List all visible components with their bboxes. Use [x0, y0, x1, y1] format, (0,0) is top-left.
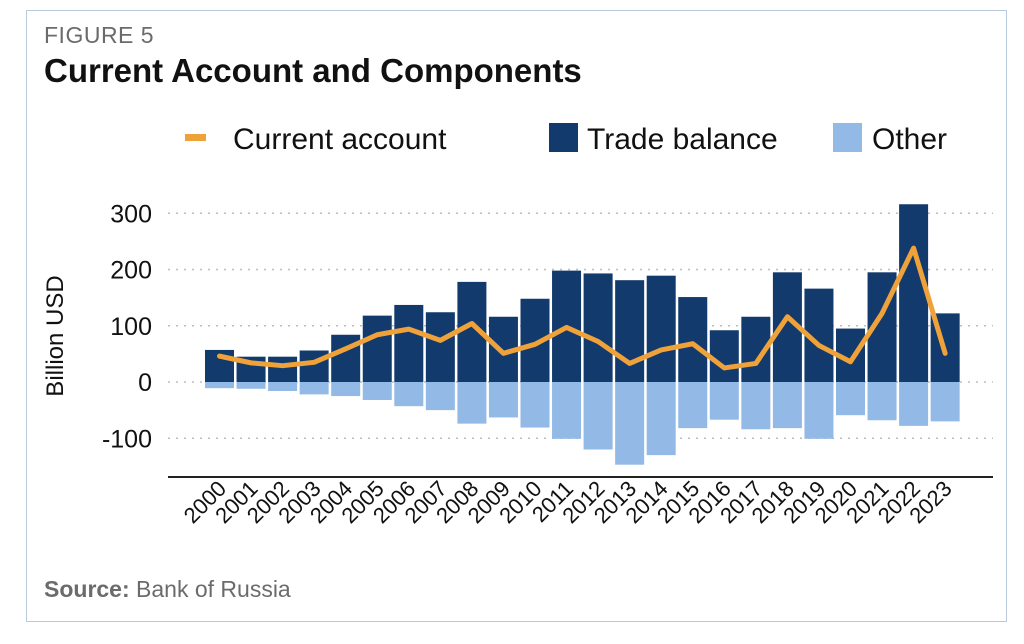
- bar-other: [804, 382, 834, 439]
- bar-other: [930, 382, 960, 422]
- legend-label-trade-balance: Trade balance: [587, 123, 778, 156]
- bar-other: [205, 382, 234, 389]
- y-tick-label: 300: [110, 200, 152, 228]
- bar-other: [425, 382, 455, 411]
- legend-label-current-account: Current account: [233, 123, 447, 156]
- legend-swatch-trade-balance: [549, 123, 578, 152]
- bar-other: [362, 382, 392, 400]
- bar-other: [646, 382, 676, 456]
- bar-other: [741, 382, 771, 430]
- bar-other: [331, 382, 361, 397]
- source-text: Bank of Russia: [136, 576, 291, 602]
- bar-trade-balance: [899, 204, 929, 382]
- bar-other: [457, 382, 487, 424]
- bar-trade-balance: [394, 304, 424, 382]
- bar-other: [899, 382, 929, 426]
- bars-other: [205, 382, 960, 465]
- figure-label: FIGURE 5: [44, 22, 155, 48]
- bar-other: [236, 382, 266, 389]
- y-tick-label: 200: [110, 257, 152, 285]
- source-prefix: Source:: [44, 576, 130, 602]
- bar-trade-balance: [615, 280, 645, 382]
- legend-swatch-other: [833, 123, 862, 152]
- bar-other: [394, 382, 424, 407]
- bar-trade-balance: [583, 273, 613, 382]
- bar-other: [867, 382, 897, 421]
- x-tick-labels: 2000200120022003200420052006200720082009…: [179, 476, 957, 528]
- bar-other: [488, 382, 518, 418]
- bar-trade-balance: [299, 350, 329, 382]
- legend: Current account Trade balance Other: [185, 123, 947, 156]
- legend-label-other: Other: [872, 123, 947, 156]
- bar-other: [552, 382, 582, 439]
- bar-other: [299, 382, 329, 395]
- bar-other: [709, 382, 739, 420]
- bars-trade-balance: [205, 204, 960, 382]
- figure-frame: [26, 10, 1007, 622]
- bar-trade-balance: [268, 356, 298, 382]
- bar-other: [268, 382, 298, 391]
- y-axis-title: Billion USD: [42, 275, 69, 396]
- bar-other: [520, 382, 550, 428]
- bar-other: [678, 382, 708, 429]
- source-note: Source: Bank of Russia: [44, 576, 291, 603]
- legend-swatch-current-account: [185, 134, 206, 141]
- y-tick-label: 0: [138, 369, 152, 397]
- line-current-account: [217, 245, 948, 371]
- bar-trade-balance: [709, 330, 739, 382]
- bar-trade-balance: [646, 275, 676, 382]
- bar-other: [836, 382, 865, 416]
- y-tick-labels: -100 0 100 200 300: [102, 200, 152, 453]
- bar-other: [583, 382, 613, 450]
- current-account-line: [217, 245, 948, 371]
- y-tick-label: 100: [110, 313, 152, 341]
- bar-trade-balance: [425, 312, 455, 382]
- bar-other: [615, 382, 645, 465]
- bar-trade-balance: [678, 297, 708, 382]
- bar-other: [772, 382, 802, 429]
- y-tick-label: -100: [102, 425, 152, 453]
- figure-title: Current Account and Components: [44, 52, 582, 89]
- bar-trade-balance: [362, 315, 392, 382]
